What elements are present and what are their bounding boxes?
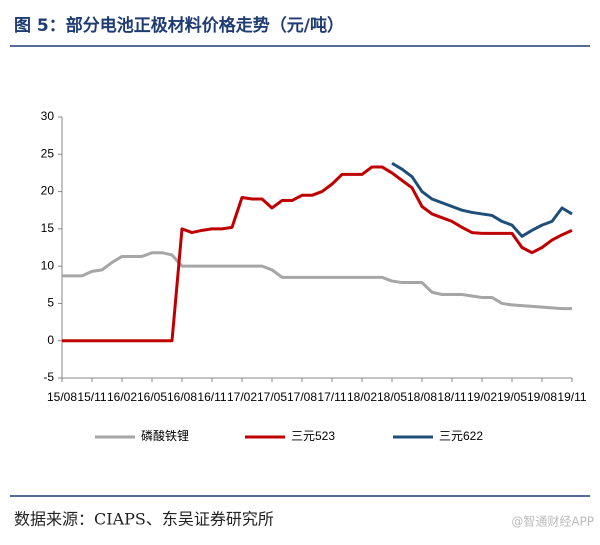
x-tick-label: 19/05 [497,390,527,404]
y-tick-label: 10 [41,258,55,272]
x-tick-label: 19/08 [527,390,557,404]
x-tick-label: 18/02 [347,390,377,404]
series-line [62,165,573,343]
x-tick-label: 16/11 [197,390,226,404]
y-tick-label: 0 [47,333,54,347]
legend-label: 磷酸铁锂 [141,428,189,443]
x-tick-label: 16/05 [137,390,167,404]
x-tick-label: 16/02 [107,390,137,404]
x-tick-label: 17/08 [287,390,317,404]
source: 数据来源：CIAPS、东吴证券研究所 [14,510,274,529]
x-tick-label: 19/02 [467,390,497,404]
x-tick-label: 17/02 [227,390,257,404]
y-tick-label: 30 [41,109,55,123]
x-tick-label: 15/11 [77,390,106,404]
x-tick-label: 19/11 [557,390,586,404]
x-tick-label: 16/08 [167,390,197,404]
series-line [62,251,572,311]
x-tick-label: 18/05 [377,390,407,404]
y-tick-label: 20 [41,184,55,198]
x-tick-label: 17/05 [257,390,287,404]
x-tick-label: 15/08 [47,390,77,404]
x-tick-label: 17/11 [317,390,346,404]
series-line [391,161,573,238]
y-tick-label: 5 [47,296,54,310]
watermark: @智通财经APP [511,514,594,529]
y-tick-label: 15 [41,221,55,235]
x-tick-label: 18/08 [407,390,437,404]
y-tick-label: 25 [41,146,55,160]
y-tick-label: -5 [43,370,54,384]
chart-title: 图 5：部分电池正极材料价格走势（元/吨） [14,15,344,36]
x-tick-label: 18/11 [437,390,466,404]
legend-label: 三元622 [439,429,483,443]
legend-label: 三元523 [291,429,335,443]
